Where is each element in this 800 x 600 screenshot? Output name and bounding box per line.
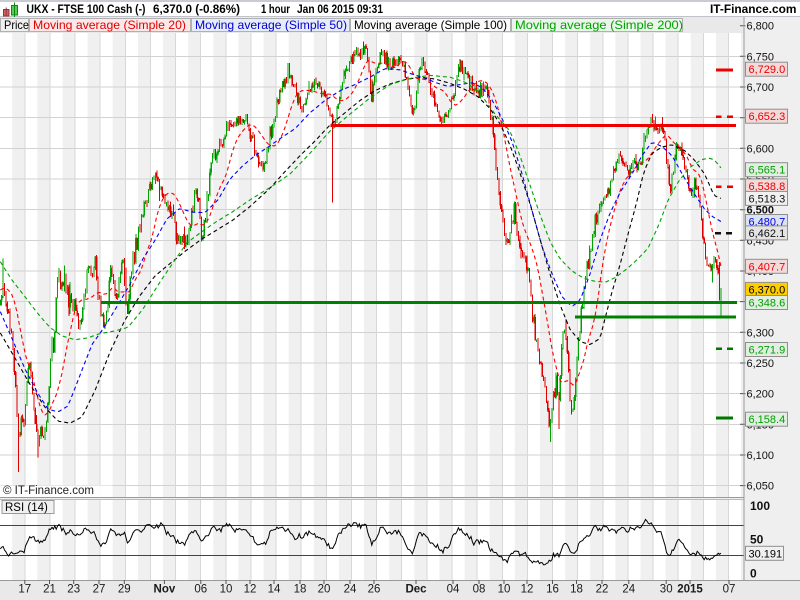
svg-text:6,500: 6,500 (747, 205, 775, 217)
svg-text:18: 18 (570, 584, 583, 596)
svg-text:Moving average (Simple 50): Moving average (Simple 50) (195, 18, 347, 32)
svg-text:Moving average (Simple 100): Moving average (Simple 100) (354, 18, 507, 32)
svg-text:IT-Finance.com: IT-Finance.com (710, 4, 797, 16)
svg-text:0: 0 (750, 567, 757, 581)
svg-text:22: 22 (596, 584, 609, 596)
svg-text:6,800: 6,800 (747, 21, 775, 33)
svg-text:10: 10 (220, 584, 233, 596)
svg-text:30: 30 (660, 584, 673, 596)
svg-text:6,729.0: 6,729.0 (749, 64, 786, 76)
svg-text:20: 20 (318, 584, 331, 596)
svg-text:6,652.3: 6,652.3 (749, 111, 786, 123)
svg-text:6,158.4: 6,158.4 (749, 414, 786, 426)
svg-text:29: 29 (118, 584, 131, 596)
svg-text:50: 50 (750, 533, 764, 547)
svg-text:6,600: 6,600 (747, 143, 775, 155)
svg-text:6,462.1: 6,462.1 (749, 228, 786, 240)
svg-text:04: 04 (447, 584, 460, 596)
svg-text:Dec: Dec (405, 584, 427, 596)
svg-text:21: 21 (43, 584, 56, 596)
svg-text:24: 24 (344, 584, 357, 596)
svg-text:Moving average (Simple 20): Moving average (Simple 20) (33, 18, 186, 32)
svg-text:6,750: 6,750 (747, 51, 775, 63)
svg-text:1 hour: 1 hour (261, 4, 290, 16)
svg-text:UKX - FTSE 100 Cash (-): UKX - FTSE 100 Cash (-) (27, 4, 146, 16)
svg-text:6,538.8: 6,538.8 (749, 181, 786, 193)
svg-text:6,370.0 (-0.86%): 6,370.0 (-0.86%) (153, 4, 240, 16)
svg-text:30.191: 30.191 (749, 548, 783, 560)
svg-text:6,700: 6,700 (747, 82, 775, 94)
svg-text:6,348.6: 6,348.6 (749, 298, 786, 310)
svg-text:100: 100 (750, 499, 770, 513)
svg-text:RSI (14): RSI (14) (5, 502, 48, 514)
svg-text:6,250: 6,250 (747, 358, 775, 370)
svg-text:18: 18 (294, 584, 307, 596)
svg-text:08: 08 (473, 584, 486, 596)
svg-text:14: 14 (268, 584, 281, 596)
svg-text:Price: Price (4, 18, 29, 32)
svg-text:07: 07 (723, 584, 736, 596)
svg-text:6,407.7: 6,407.7 (749, 261, 786, 273)
svg-text:06: 06 (194, 584, 207, 596)
svg-text:10: 10 (498, 584, 511, 596)
svg-text:6,271.9: 6,271.9 (749, 345, 786, 357)
svg-text:6,518.3: 6,518.3 (749, 193, 786, 205)
svg-text:6,200: 6,200 (747, 389, 775, 401)
svg-text:26: 26 (368, 584, 381, 596)
svg-text:6,565.1: 6,565.1 (749, 165, 786, 177)
svg-text:Jan 06 2015 09:31: Jan 06 2015 09:31 (297, 4, 384, 16)
svg-text:17: 17 (18, 584, 31, 596)
svg-text:23: 23 (67, 584, 80, 596)
svg-text:6,100: 6,100 (747, 450, 775, 462)
svg-text:2015: 2015 (677, 584, 703, 596)
svg-text:6,370.0: 6,370.0 (749, 284, 786, 296)
svg-text:© IT-Finance.com: © IT-Finance.com (3, 485, 94, 497)
svg-text:12: 12 (521, 584, 534, 596)
svg-text:Nov: Nov (154, 584, 176, 596)
svg-text:Moving average (Simple 200): Moving average (Simple 200) (515, 18, 683, 32)
svg-text:6,300: 6,300 (747, 327, 775, 339)
svg-text:12: 12 (244, 584, 257, 596)
svg-text:16: 16 (546, 584, 559, 596)
svg-text:27: 27 (93, 584, 106, 596)
svg-text:24: 24 (622, 584, 635, 596)
svg-text:6,050: 6,050 (747, 481, 775, 493)
